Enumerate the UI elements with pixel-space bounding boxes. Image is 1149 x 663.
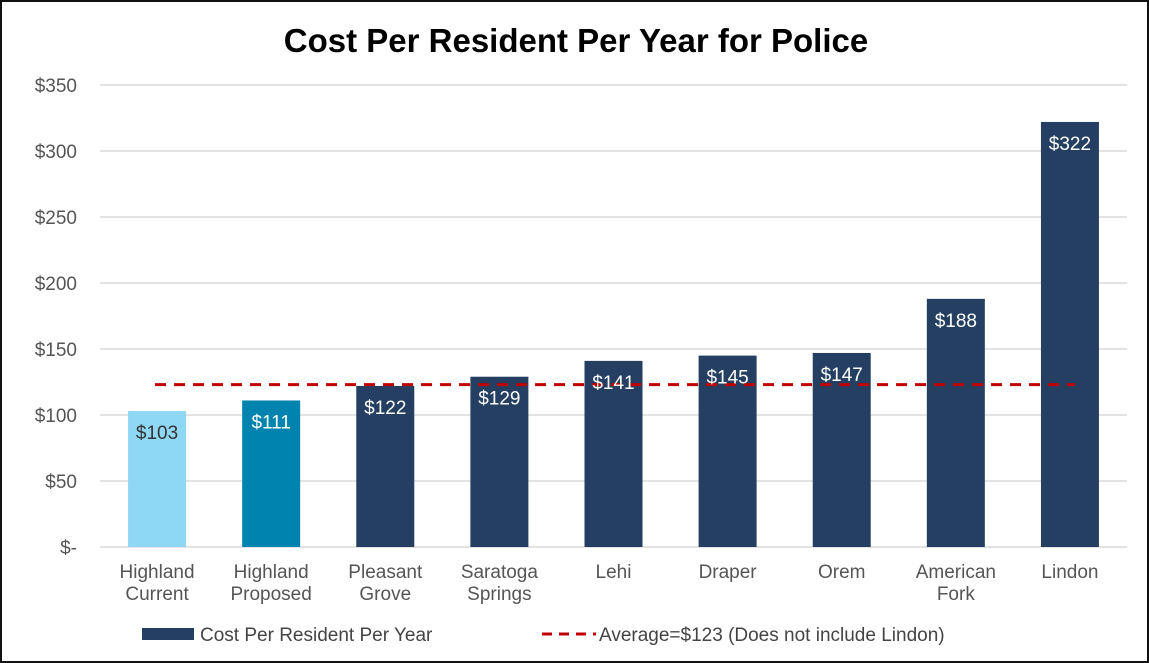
legend-label-series: Cost Per Resident Per Year [200,625,433,646]
bar [242,400,301,547]
x-tick-label: Lindon [1041,562,1098,583]
x-tick-label: Saratoga [461,562,539,583]
data-label: $322 [1049,134,1091,155]
data-label: $147 [821,365,863,386]
bar [470,376,529,547]
data-label: $145 [706,368,748,389]
x-tick-label: Proposed [230,584,311,605]
chart-title: Cost Per Resident Per Year for Police [284,22,868,59]
bar [698,355,757,547]
y-tick-label: $350 [35,76,77,97]
data-label: $129 [478,389,520,410]
data-label: $111 [251,412,290,433]
x-tick-label: Springs [467,584,531,605]
y-tick-label: $250 [35,208,77,229]
data-label: $141 [592,373,634,394]
x-tick-label: Current [125,584,189,605]
x-tick-label: Draper [699,562,758,583]
x-tick-label: American [916,562,996,583]
y-tick-label: $300 [35,142,77,163]
x-tick-label: Highland [234,562,309,583]
legend-label-average: Average=$123 (Does not include Lindon) [599,625,945,646]
y-tick-label: $50 [45,472,77,493]
x-tick-label: Orem [818,562,866,583]
bar [584,360,643,547]
x-tick-label: Grove [359,584,411,605]
y-tick-label: $150 [35,340,77,361]
data-label: $103 [136,423,178,444]
bar [926,298,985,547]
data-label: $188 [935,311,977,332]
bar [128,411,187,547]
legend-swatch-bar [142,628,194,640]
y-tick-label: $- [60,538,77,559]
x-tick-label: Lehi [596,562,632,583]
bar [356,385,415,547]
x-tick-label: Highland [120,562,195,583]
x-tick-label: Pleasant [348,562,423,583]
y-tick-label: $200 [35,274,77,295]
x-tick-label: Fork [937,584,976,605]
y-tick-label: $100 [35,406,77,427]
bar [1040,121,1099,548]
data-label: $122 [364,398,406,419]
